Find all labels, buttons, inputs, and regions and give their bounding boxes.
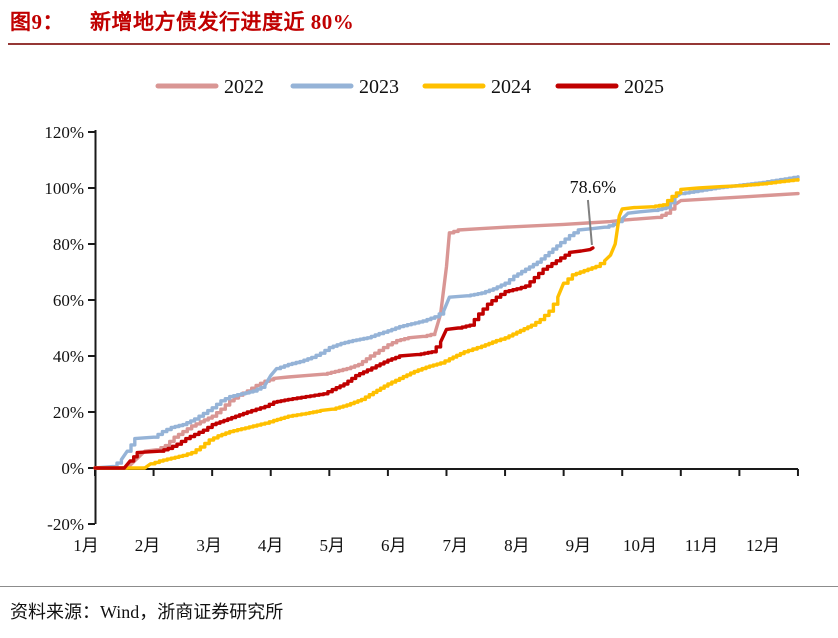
data-source-text: 资料来源：Wind，浙商证券研究所 <box>10 602 284 622</box>
x-month-label: 7月 <box>443 536 469 555</box>
y-tick-label: 60% <box>53 291 84 310</box>
x-month-label: 9月 <box>566 536 592 555</box>
x-month-label: 12月 <box>746 536 780 555</box>
annotation-leader-line <box>586 199 593 246</box>
x-month-label: 11月 <box>685 536 718 555</box>
title-divider-line <box>8 43 830 45</box>
y-tick-label: 40% <box>53 347 84 366</box>
y-tick-label: 120% <box>44 123 84 142</box>
y-tick-label: 0% <box>61 459 84 478</box>
issuance-progress-line-chart: 2022 2023 2024 2025 -20% 0% 20% 40% 60% 80% 100% 12… <box>44 76 800 555</box>
legend-label-2022: 2022 <box>224 76 264 98</box>
figure-number-label: 图9： <box>10 10 64 34</box>
legend-label-2023: 2023 <box>359 76 399 98</box>
footer-divider-line <box>0 586 838 587</box>
x-month-label: 6月 <box>381 536 407 555</box>
x-month-label: 3月 <box>196 536 222 555</box>
y-tick-label: 100% <box>44 179 84 198</box>
figure-header: 图9： 新增地方债发行进度近 80% <box>10 6 354 36</box>
x-month-label: 2月 <box>135 536 161 555</box>
y-tick-label: -20% <box>47 515 84 534</box>
x-month-label: 10月 <box>623 536 657 555</box>
series-line-2022 <box>93 191 800 470</box>
figure-title: 新增地方债发行进度近 80% <box>90 10 355 34</box>
x-month-label: 4月 <box>258 536 284 555</box>
legend-label-2024: 2024 <box>491 76 531 98</box>
x-month-label: 1月 <box>73 536 99 555</box>
series-line-2024 <box>93 177 800 470</box>
y-tick-label: 20% <box>53 403 84 422</box>
series-line-2023 <box>93 175 800 470</box>
annotation-value-label: 78.6% <box>570 177 617 197</box>
x-month-label: 8月 <box>504 536 530 555</box>
y-tick-label: 80% <box>53 235 84 254</box>
series-line-2025 <box>93 246 595 470</box>
x-month-label: 5月 <box>319 536 345 555</box>
legend-label-2025: 2025 <box>624 76 664 98</box>
